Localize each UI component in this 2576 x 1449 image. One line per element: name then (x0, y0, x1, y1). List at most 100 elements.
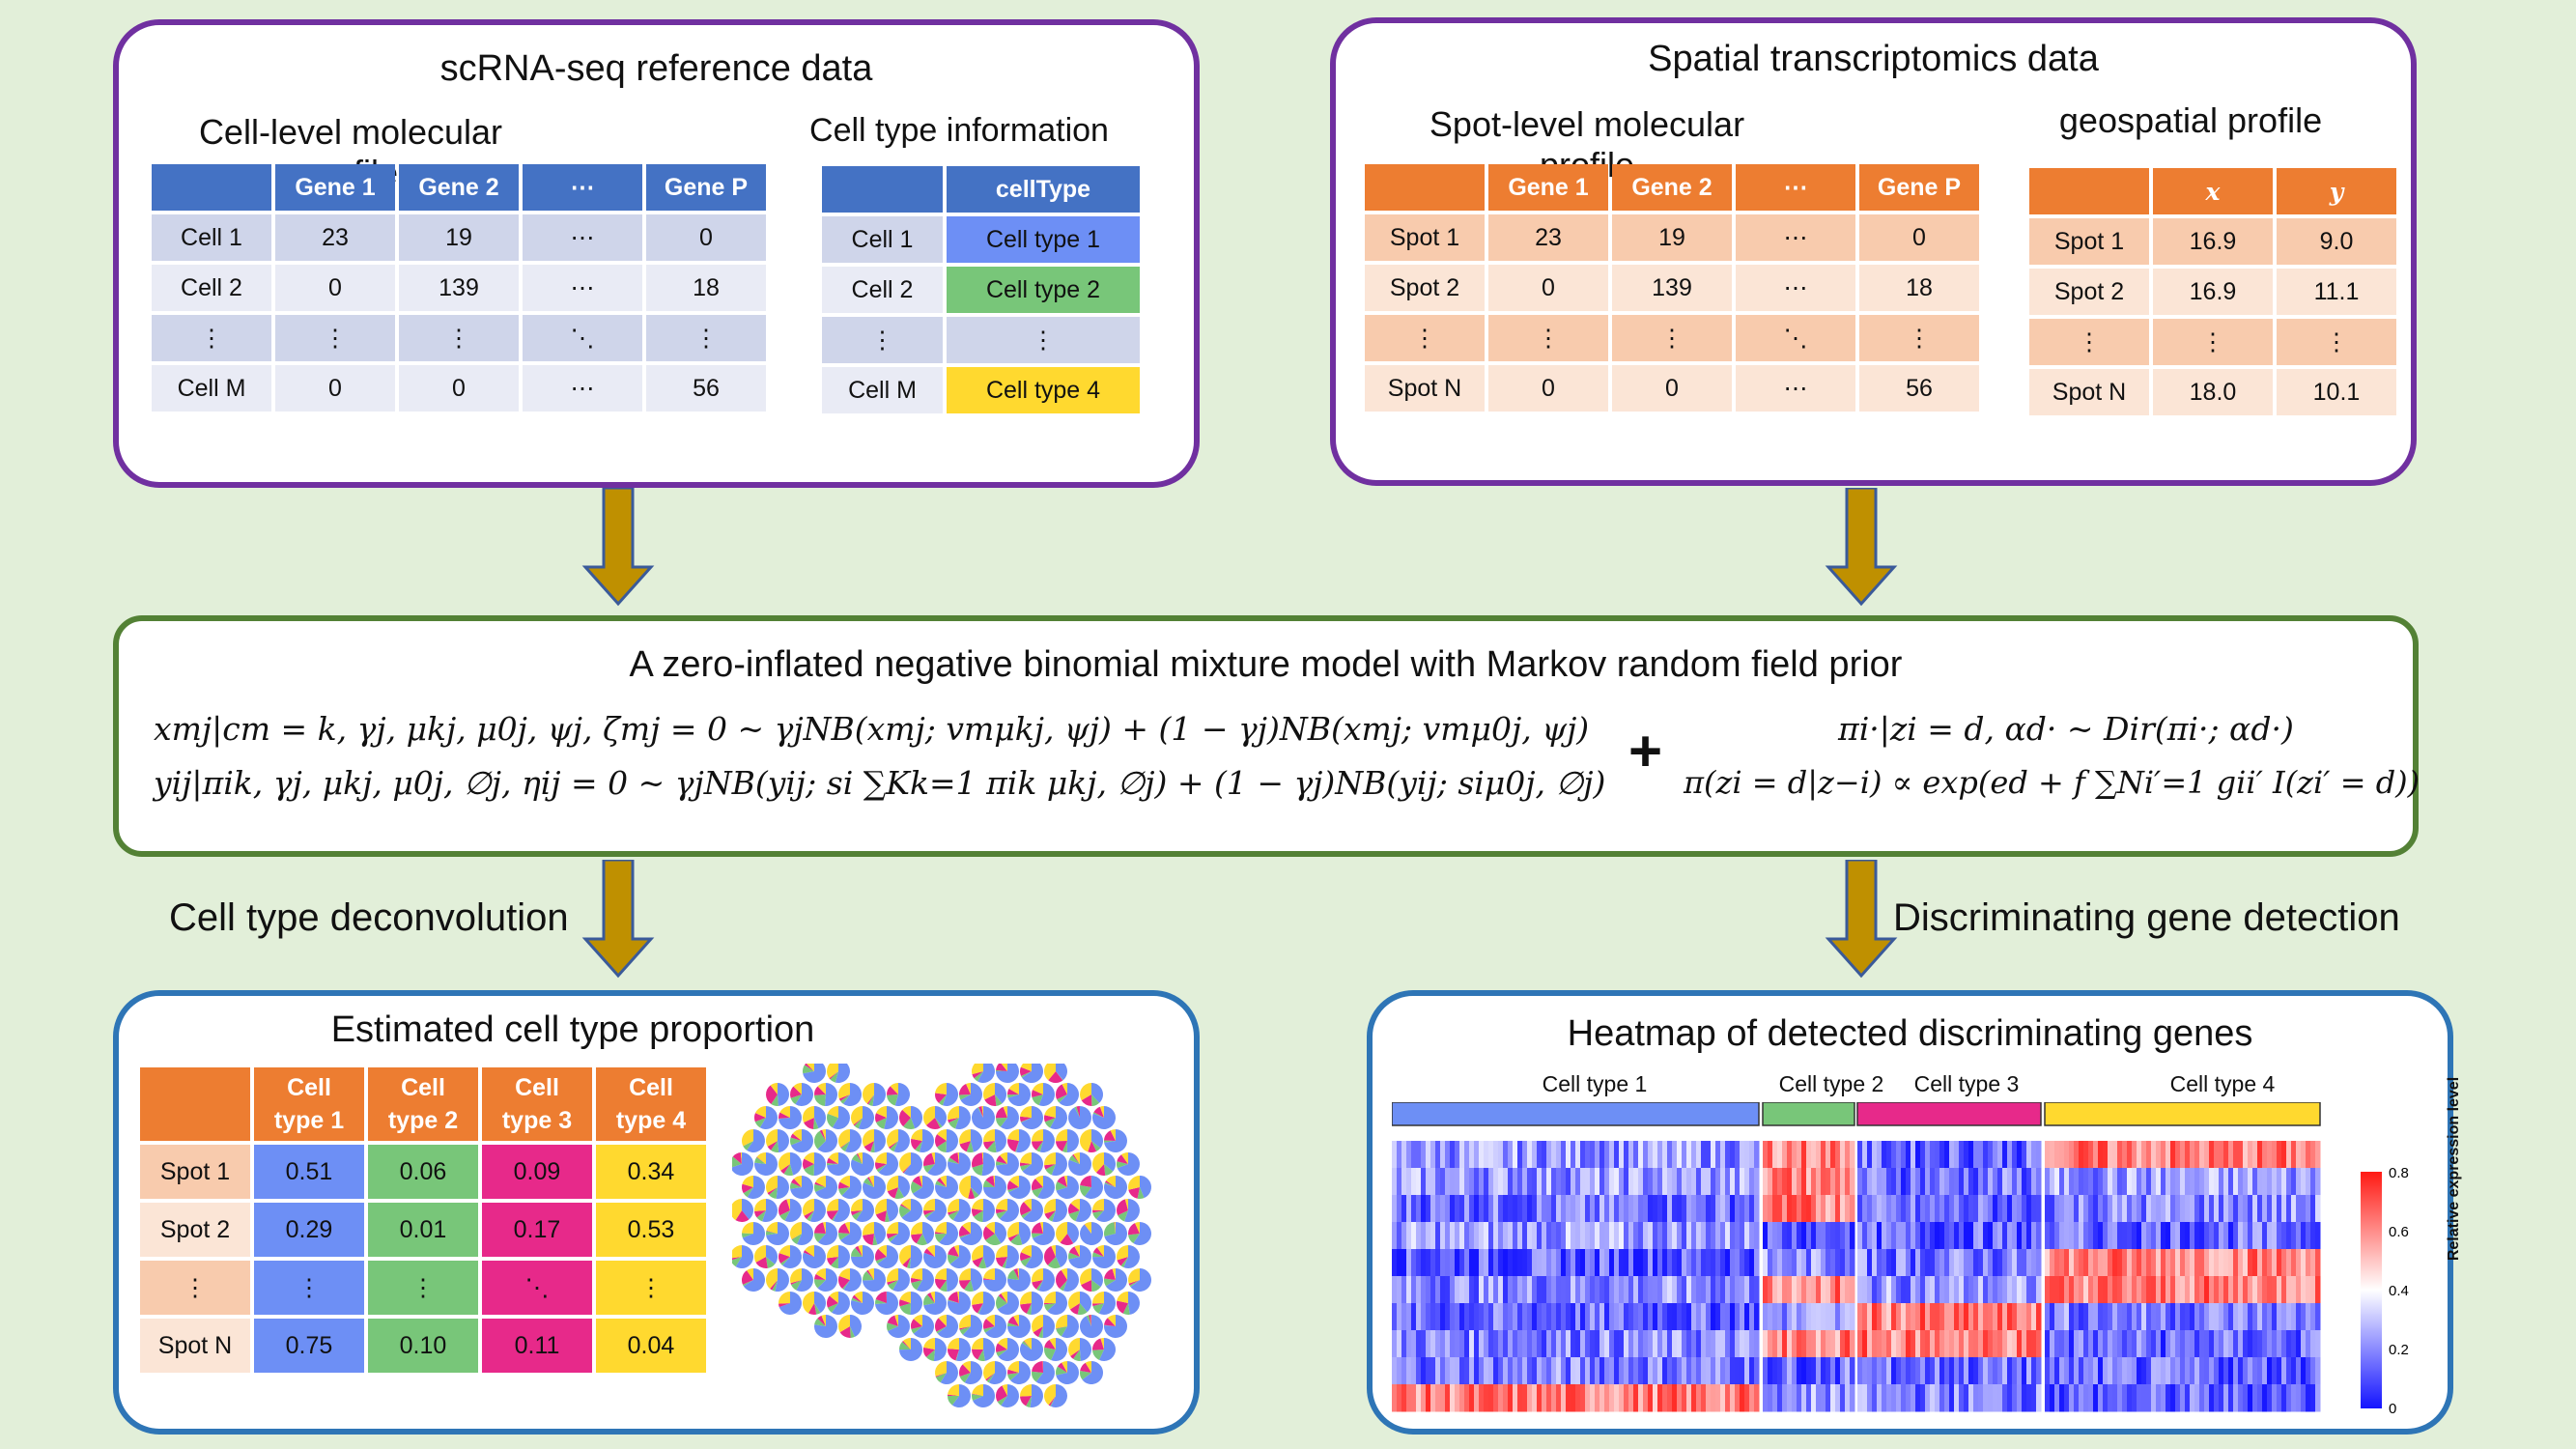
heatmap-cell (1896, 1330, 1902, 1358)
spot-pie (803, 1245, 826, 1268)
heatmap-cell (1430, 1303, 1436, 1331)
heatmap-cell (1416, 1195, 1422, 1223)
pie-slice (827, 1106, 838, 1118)
heatmap-cell (2103, 1330, 2109, 1358)
heatmap-cell (1653, 1222, 1658, 1250)
heatmap-cell (1720, 1357, 1726, 1385)
heatmap-cell (1614, 1276, 1620, 1304)
pie-slice (1062, 1268, 1079, 1292)
pie-slice (827, 1152, 850, 1176)
pie-slice (974, 1071, 983, 1082)
heatmap-cell (1619, 1303, 1625, 1331)
heatmap-cell (2022, 1303, 2027, 1331)
heatmap-cell (1406, 1141, 1412, 1169)
heatmap-cell (1935, 1384, 1940, 1412)
heatmap-cell (1421, 1195, 1427, 1223)
heatmap-cell (1575, 1141, 1581, 1169)
pie-slice (889, 1141, 898, 1150)
heatmap-cell (1406, 1330, 1412, 1358)
pie-slice (754, 1199, 766, 1211)
heatmap-cell (2306, 1195, 2311, 1223)
heatmap-cell (2161, 1168, 2166, 1196)
heatmap-cell (2093, 1249, 2099, 1277)
heatmap-cell (1787, 1249, 1793, 1277)
heatmap-cell (1988, 1141, 1994, 1169)
heatmap-cell (1857, 1195, 1863, 1223)
heatmap-cell (2117, 1384, 2123, 1412)
heatmap-cell (1566, 1222, 1571, 1250)
heatmap-cell (1711, 1384, 1716, 1412)
heatmap-cell (2315, 1330, 2321, 1358)
heatmap-cell (1643, 1303, 1649, 1331)
heatmap-cell (1777, 1249, 1783, 1277)
heatmap-cell (2291, 1141, 2297, 1169)
heatmap-cell (1585, 1168, 1591, 1196)
pie-slice (887, 1268, 898, 1283)
heatmap-cell (2204, 1357, 2210, 1385)
heatmap-cell (2166, 1195, 2171, 1223)
heatmap-cell (1740, 1195, 1745, 1223)
heatmap-cell (1725, 1303, 1731, 1331)
heatmap-cell (1686, 1384, 1692, 1412)
heatmap-cell (2098, 1384, 2104, 1412)
heatmap-cell (1911, 1330, 1916, 1358)
heatmap-cell (1430, 1357, 1436, 1385)
heatmap-cell (1498, 1222, 1504, 1250)
heatmap-cell (1411, 1384, 1417, 1412)
heatmap-cell (1546, 1357, 1552, 1385)
heatmap-cell (2127, 1303, 2133, 1331)
heatmap-cell (2098, 1276, 2104, 1304)
spot-pie (983, 1268, 1006, 1292)
heatmap-cell (2223, 1330, 2229, 1358)
heatmap-cell (1830, 1357, 1836, 1385)
table-row: ⋮ ⋮ ⋮ ⋱ ⋮ (152, 315, 766, 361)
heatmap-cell (1706, 1141, 1712, 1169)
heatmap-cell (1628, 1357, 1634, 1385)
heatmap-cell (1850, 1303, 1855, 1331)
spot-pie (754, 1106, 778, 1129)
pie-slice (1007, 1129, 1019, 1141)
heatmap-cell (2054, 1222, 2060, 1250)
pie-slice (1114, 1222, 1116, 1234)
pie-slice (1032, 1371, 1043, 1382)
heatmap-cell (2083, 1168, 2089, 1196)
heatmap-cell (1915, 1384, 1921, 1412)
heatmap-cell (2141, 1249, 2147, 1277)
heatmap-cell (1397, 1222, 1402, 1250)
heatmap-cell (1662, 1303, 1668, 1331)
spot-pie (996, 1152, 1019, 1176)
heatmap-cell (1826, 1384, 1831, 1412)
table-row: Cell 2 0 139 ⋯ 18 (152, 265, 766, 311)
pie-slice (754, 1156, 766, 1164)
heatmap-cell (1840, 1303, 1846, 1331)
heatmap-cell (2170, 1222, 2176, 1250)
spot-pie (1068, 1245, 1091, 1268)
heatmap-cell (1604, 1330, 1610, 1358)
pie-slice (972, 1152, 983, 1168)
pie-slice (1137, 1187, 1145, 1199)
spot-pie (899, 1199, 922, 1222)
pie-slice (946, 1129, 959, 1152)
heatmap-cell (1633, 1222, 1639, 1250)
heatmap-cell (1619, 1384, 1625, 1412)
heatmap-cell (2122, 1141, 2128, 1169)
heatmap-cell (2180, 1357, 2186, 1385)
heatmap-cell (2036, 1168, 2042, 1196)
heatmap-cell (1411, 1195, 1417, 1223)
heatmap-cell (2151, 1141, 2157, 1169)
heatmap-cell (1691, 1168, 1697, 1196)
heatmap-cell (1392, 1222, 1398, 1250)
heatmap-cell (1657, 1384, 1663, 1412)
heatmap-cell (2045, 1249, 2051, 1277)
heatmap-cell (2108, 1384, 2113, 1412)
pie-slice (1032, 1179, 1043, 1191)
heatmap-cell (1643, 1141, 1649, 1169)
heatmap-cell (1882, 1249, 1887, 1277)
spot-pie (1104, 1176, 1127, 1199)
pie-slice (972, 1064, 983, 1075)
pie-slice (935, 1222, 947, 1234)
pie-slice (1032, 1187, 1043, 1198)
heatmap-cell (2002, 1357, 2008, 1385)
heatmap-cell (2223, 1168, 2229, 1196)
pie-slice (1110, 1129, 1116, 1141)
